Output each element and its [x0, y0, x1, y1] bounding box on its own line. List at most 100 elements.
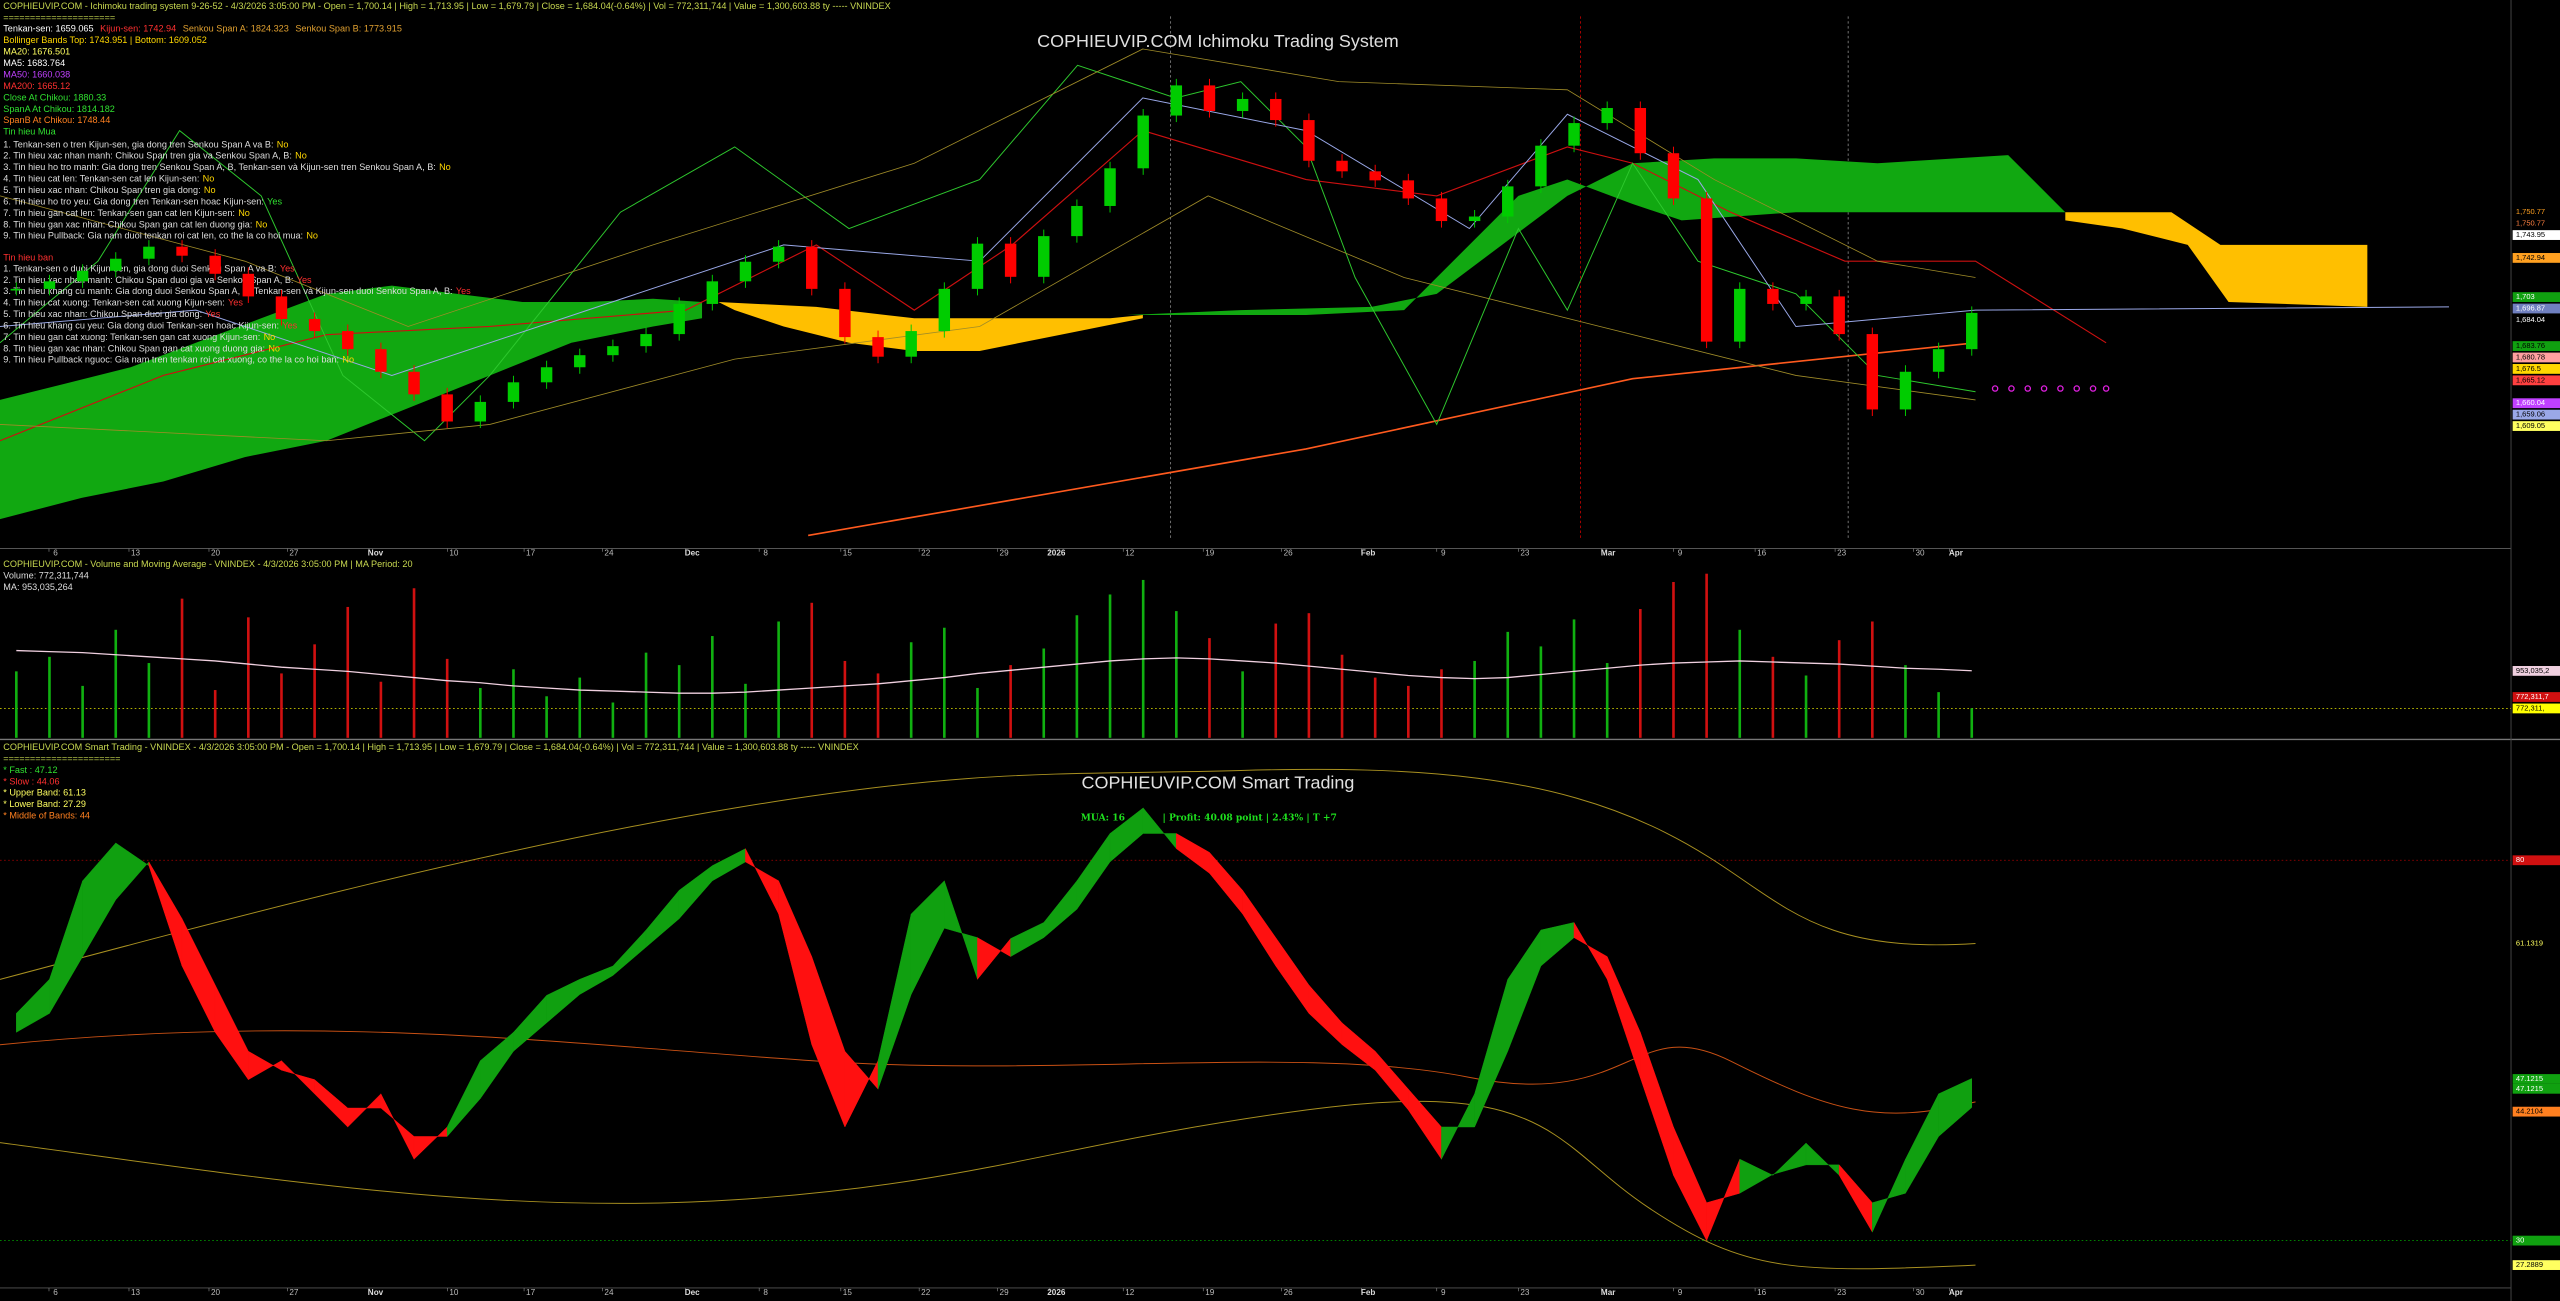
signal-answer: Yes	[205, 309, 220, 319]
candle	[1800, 296, 1812, 304]
candle	[607, 346, 619, 356]
x-tick-label: 29	[1000, 1288, 1010, 1297]
legend-entry: * Fast : 47.12	[3, 765, 57, 775]
x-tick-label: 17	[526, 1288, 536, 1297]
price-label: 1,703	[2516, 292, 2535, 301]
candle	[1270, 98, 1282, 121]
signal-text: 7. Tin hieu gan cat len: Tenkan-sen gan …	[3, 208, 235, 218]
annotation: MUA: 16	[1081, 812, 1125, 823]
candle	[1336, 160, 1348, 172]
volume-bar	[843, 660, 847, 738]
indicator-value: Kijun-sen: 1742.94	[100, 24, 176, 34]
tenkan-line	[0, 97, 2449, 376]
x-tick-label: 9	[1441, 1288, 1446, 1297]
volume-bar	[1075, 615, 1079, 738]
signal-line: 7. Tin hieu gan cat len: Tenkan-sen gan …	[3, 208, 250, 218]
volume-bar	[479, 687, 482, 738]
price-label-box	[2512, 938, 2560, 949]
price-label: 47.1215	[2516, 1084, 2543, 1093]
indicator-line: Close At Chikou: 1880.33	[3, 92, 106, 102]
x-tick-label: 23	[1520, 549, 1530, 558]
signal-answer: No	[268, 344, 280, 354]
signal-answer: Yes	[456, 287, 471, 297]
price-label-box	[2512, 292, 2560, 302]
candle	[1137, 115, 1149, 169]
signal-text: 8. Tin hieu gan xac nhan: Chikou Span ga…	[3, 220, 252, 230]
price-label: 1,680.78	[2516, 352, 2545, 361]
x-tick-label: 19	[1205, 549, 1215, 558]
signal-line: 4. Tin hieu cat len: Tenkan-sen cat len …	[3, 174, 214, 184]
price-label: 1,676.5	[2516, 364, 2541, 373]
volume-bar	[1639, 609, 1642, 738]
x-tick-label: 26	[1284, 549, 1294, 558]
volume-bar	[280, 673, 283, 738]
candle	[76, 270, 89, 282]
chart-title: COPHIEUVIP.COM Smart Trading	[1082, 772, 1355, 792]
price-label-box	[2512, 666, 2560, 676]
x-tick-label: 9	[1441, 549, 1446, 558]
signal-text: 4. Tin hieu cat xuong: Tenkan-sen cat xu…	[3, 298, 225, 308]
signal-answer: No	[306, 231, 318, 241]
signal-text: 4. Tin hieu cat len: Tenkan-sen cat len …	[3, 174, 199, 184]
candle	[806, 246, 818, 289]
indicator-line: MA200: 1665.12	[3, 81, 70, 91]
volume-bar	[711, 636, 714, 738]
upper-band	[0, 768, 1976, 980]
x-tick-label: 6	[53, 549, 58, 558]
x-tick-label: Apr	[1949, 1288, 1964, 1297]
price-label: 1,743.95	[2516, 230, 2545, 239]
signal-text: 5. Tin hieu xac nhan: Chikou Span duoi g…	[3, 309, 202, 319]
price-label: 772,311,7	[2516, 692, 2549, 701]
legend-entry: * Lower Band: 27.29	[3, 799, 86, 809]
candle	[1866, 334, 1879, 410]
volume-bar	[445, 658, 449, 738]
volume-bar	[578, 677, 582, 738]
x-tick-label: 9	[1678, 549, 1683, 558]
volume-bar	[1175, 611, 1178, 738]
candle	[1038, 236, 1050, 277]
x-tick-label: 10	[449, 549, 459, 558]
candle	[1535, 145, 1547, 187]
legend-entry: * Upper Band: 61.13	[3, 788, 86, 798]
candle	[839, 288, 851, 338]
volume-bar	[1473, 660, 1476, 738]
volume-bar	[1970, 708, 1974, 738]
indicator-line: SpanB At Chikou: 1748.44	[3, 115, 110, 125]
candle	[971, 243, 984, 289]
volume-bar	[1241, 671, 1244, 738]
volume-bar	[943, 627, 946, 738]
volume-bar	[1042, 648, 1046, 738]
price-label: 44.2104	[2516, 1107, 2543, 1116]
price-label-box	[2512, 341, 2560, 351]
volume-bar	[1407, 685, 1410, 738]
price-label: 1,750.77	[2516, 207, 2545, 216]
signal-answer: No	[277, 140, 289, 150]
indicator-line: SpanA At Chikou: 1814.182	[3, 104, 115, 114]
volume-bar	[677, 665, 681, 738]
lower-band	[0, 1100, 1976, 1270]
price-label: 30	[2516, 1236, 2524, 1245]
header: COPHIEUVIP.COM Smart Trading - VNINDEX -…	[3, 742, 858, 752]
x-tick-label: 20	[211, 1288, 221, 1297]
x-tick-label: 23	[1837, 1288, 1847, 1297]
candle	[1966, 312, 1978, 350]
candle	[1004, 243, 1017, 277]
x-tick-label: Dec	[685, 549, 700, 558]
signal-answer: Yes	[267, 197, 282, 207]
signal-answer: Yes	[228, 298, 243, 308]
volume-ma-line	[16, 649, 1972, 694]
signal-line: 8. Tin hieu gan xac nhan: Chikou Span ga…	[3, 220, 267, 230]
price-label: 61.1319	[2516, 938, 2543, 947]
indicator-line: MA50: 1660.038	[3, 70, 70, 80]
ma-text: MA: 953,035,264	[3, 582, 73, 592]
price-label-box	[2512, 692, 2560, 702]
volume-bar	[1274, 623, 1278, 738]
annotation: | Profit: 40.08 point | 2.43% | T +7	[1162, 812, 1336, 823]
cloud	[2065, 212, 2368, 307]
x-tick-label: Mar	[1601, 549, 1616, 558]
candle	[1170, 85, 1183, 116]
x-tick-label: 9	[1678, 1288, 1683, 1297]
signal-text: 3. Tin hieu khang cu manh: Gia dong duoi…	[3, 287, 452, 297]
candle	[1634, 108, 1647, 154]
volume-bar	[1009, 665, 1012, 738]
